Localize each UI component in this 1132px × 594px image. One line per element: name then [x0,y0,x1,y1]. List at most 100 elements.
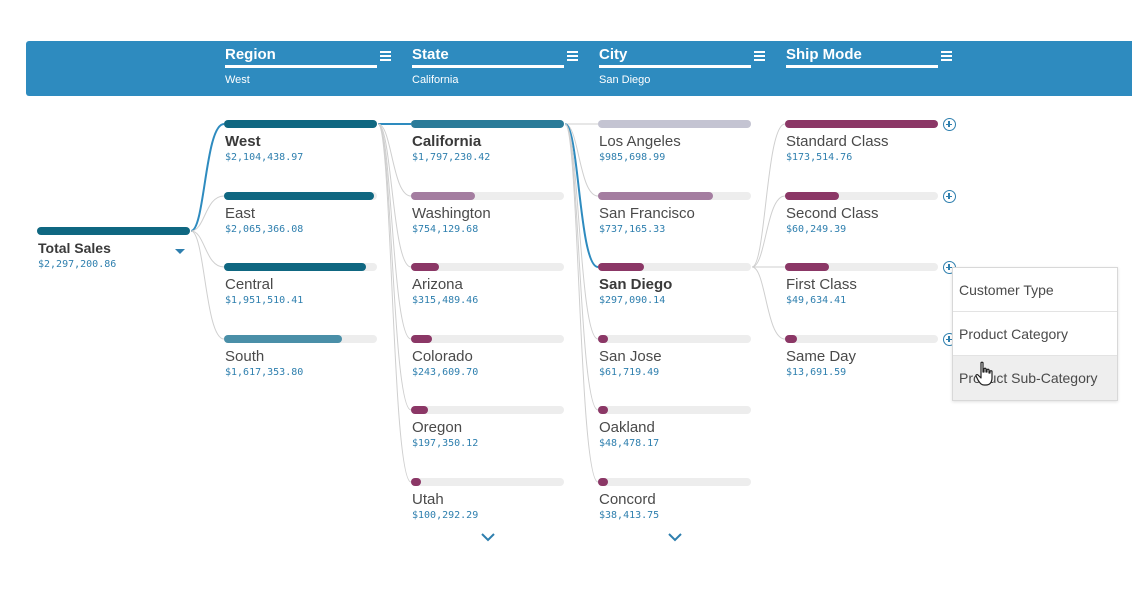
column-underline [225,65,377,68]
bar-fill [785,263,829,271]
bar-fill [598,335,608,343]
node-value: $1,951,510.41 [225,295,304,306]
node-value: $754,129.68 [412,224,479,235]
bar-track [785,192,938,200]
regions-node-east[interactable]: East $2,065,366.08 [224,192,384,252]
bar-fill [411,120,564,128]
node-value: $2,297,200.86 [38,259,117,270]
column-header-ship-mode[interactable]: Ship Mode [786,41,952,96]
path-link [377,123,412,268]
column-header-region[interactable]: Region West [225,41,391,96]
cities-node-san-diego[interactable]: San Diego $297,090.14 [598,263,758,323]
states-node-utah[interactable]: Utah $100,292.29 [411,478,571,538]
column-title: State [412,46,449,63]
plus-circle-icon[interactable] [943,118,956,131]
node-value: $243,609.70 [412,367,479,378]
bar-track [224,120,377,128]
node-value: $38,413.75 [599,510,660,521]
cities-node-los-angeles[interactable]: Los Angeles $985,698.99 [598,120,758,180]
bar-track [411,263,564,271]
node-value: $60,249.39 [786,224,847,235]
ship_modes-node-second-class[interactable]: Second Class $60,249.39 [785,192,945,252]
menu-item-product-sub-category[interactable]: Product Sub-Category [953,356,1117,400]
node-label: Central [225,276,274,293]
add-dimension-menu: Customer Type Product Category Product S… [952,267,1118,401]
selected-path-link [564,123,599,268]
bar-track [411,120,564,128]
node-value: $173,514.76 [786,152,853,163]
node-label: Total Sales [38,240,111,256]
cities-node-oakland[interactable]: Oakland $48,478.17 [598,406,758,466]
node-label: San Diego [599,276,673,293]
column-header-city[interactable]: City San Diego [599,41,765,96]
node-label: Utah [412,491,444,508]
states-node-california[interactable]: California $1,797,230.42 [411,120,571,180]
bar-track [785,335,938,343]
menu-item-product-category[interactable]: Product Category [953,312,1117,356]
column-selected-value: San Diego [599,74,651,86]
cities-node-san-francisco[interactable]: San Francisco $737,165.33 [598,192,758,252]
caret-down-icon[interactable] [173,247,187,256]
menu-item-customer-type[interactable]: Customer Type [953,268,1117,312]
bar-fill [598,263,644,271]
hamburger-icon[interactable] [567,51,578,61]
bar-track [224,263,377,271]
bar-fill [411,335,432,343]
node-label: Los Angeles [599,133,681,150]
node-label: First Class [786,276,857,293]
states-node-arizona[interactable]: Arizona $315,489.46 [411,263,571,323]
node-label: Concord [599,491,656,508]
node-label: San Jose [599,348,662,365]
ship_modes-node-standard-class[interactable]: Standard Class $173,514.76 [785,120,945,180]
node-value: $737,165.33 [599,224,666,235]
column-underline [786,65,938,68]
path-link [377,123,412,483]
cities-node-san-jose[interactable]: San Jose $61,719.49 [598,335,758,395]
chevron-down-icon[interactable] [667,532,683,542]
hamburger-icon[interactable] [380,51,391,61]
column-title: Ship Mode [786,46,862,63]
column-selected-value: California [412,74,459,86]
bar-fill [598,478,608,486]
states-node-washington[interactable]: Washington $754,129.68 [411,192,571,252]
regions-node-south[interactable]: South $1,617,353.80 [224,335,384,395]
bar-track [598,120,751,128]
plus-circle-icon[interactable] [943,190,956,203]
column-header-state[interactable]: State California [412,41,578,96]
chevron-down-icon[interactable] [480,532,496,542]
bar-fill [598,406,608,414]
path-link [377,123,412,340]
hamburger-icon[interactable] [754,51,765,61]
column-selected-value: West [225,74,250,86]
node-value: $2,104,438.97 [225,152,304,163]
hamburger-icon[interactable] [941,51,952,61]
states-node-oregon[interactable]: Oregon $197,350.12 [411,406,571,466]
regions-node-central[interactable]: Central $1,951,510.41 [224,263,384,323]
states-node-colorado[interactable]: Colorado $243,609.70 [411,335,571,395]
node-label: South [225,348,265,365]
ship_modes-node-same-day[interactable]: Same Day $13,691.59 [785,335,945,395]
node-value: $1,797,230.42 [412,152,491,163]
regions-node-west[interactable]: West $2,104,438.97 [224,120,384,180]
node-label: Oakland [599,419,655,436]
bar-fill [411,263,439,271]
path-link [190,230,225,340]
bar-fill [785,120,938,128]
path-link [751,266,786,340]
root-node-total-sales[interactable]: Total Sales $2,297,200.86 [37,227,197,287]
bar-fill [37,227,190,235]
node-label: San Francisco [599,205,695,222]
node-value: $100,292.29 [412,510,479,521]
node-value: $61,719.49 [599,367,660,378]
path-link [564,123,599,483]
cities-node-concord[interactable]: Concord $38,413.75 [598,478,758,538]
ship_modes-node-first-class[interactable]: First Class $49,634.41 [785,263,945,323]
node-value: $2,065,366.08 [225,224,304,235]
header-bar: Region West State California City San Di… [26,41,1132,96]
node-label: Standard Class [786,133,889,150]
bar-track [37,227,190,235]
node-label: Washington [412,205,491,222]
bar-fill [224,335,342,343]
bar-track [411,335,564,343]
